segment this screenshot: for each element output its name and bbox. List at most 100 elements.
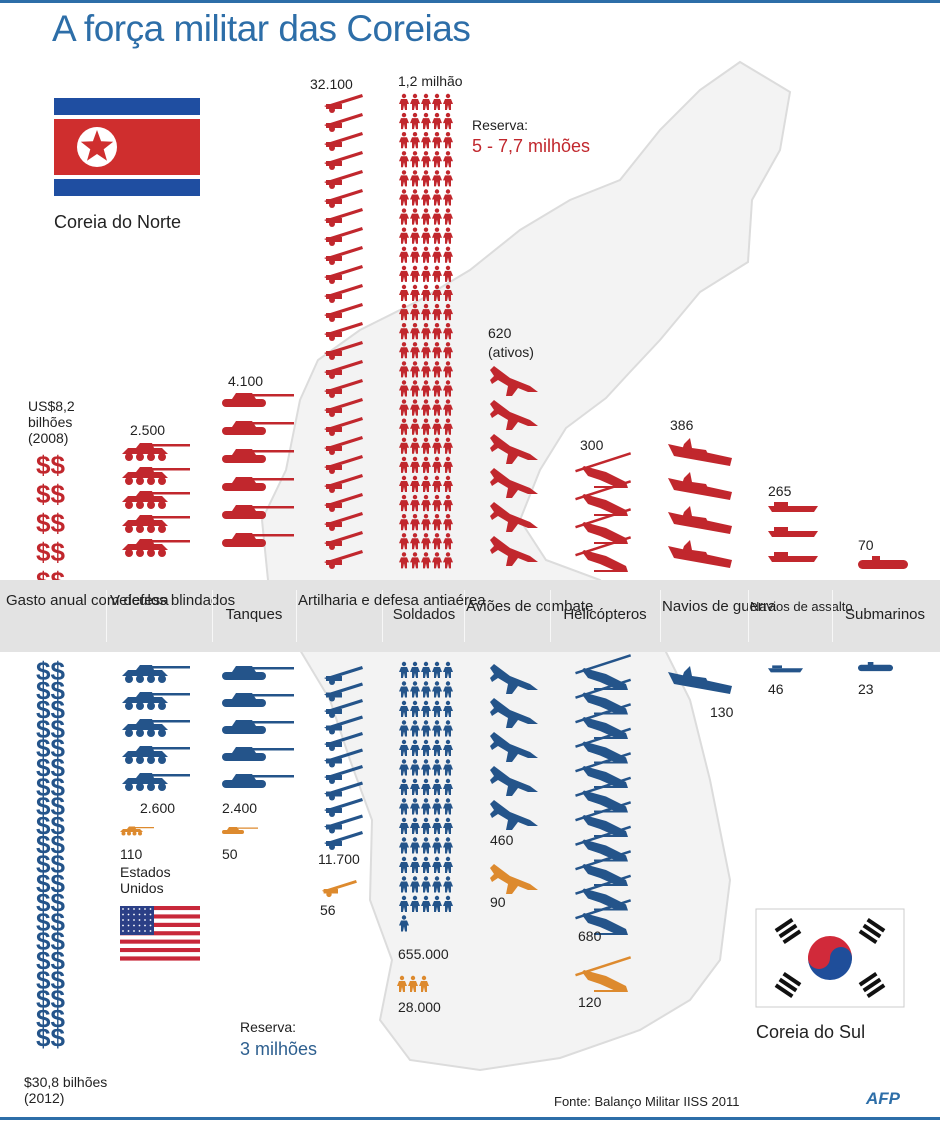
north-soldiers-value: 1,2 milhão xyxy=(398,73,463,89)
divider xyxy=(464,590,465,642)
north-soldier-icon xyxy=(432,533,442,550)
south-soldier-icon xyxy=(410,817,420,834)
south-helicopters-value: 680 xyxy=(578,928,602,944)
us-soldier-icon xyxy=(408,975,418,992)
north-soldier-icon xyxy=(399,284,409,301)
south-artillery-value: 11.700 xyxy=(318,851,360,867)
north-soldier-icon xyxy=(399,151,409,168)
north-soldier-icon xyxy=(443,361,453,378)
north-artillery-icon xyxy=(324,151,363,170)
north-soldier-icon xyxy=(410,208,420,225)
north-soldier-icon xyxy=(410,380,420,397)
north-artillery-icon xyxy=(324,208,363,227)
north-soldier-icon xyxy=(421,189,431,206)
south-tank-icon xyxy=(222,693,294,707)
north-soldier-icon xyxy=(443,246,453,263)
south-dollar-icon: $$ xyxy=(36,772,65,802)
south-soldier-icon xyxy=(421,661,431,678)
south-dollar-icon: $$ xyxy=(36,675,65,705)
north-soldier-icon xyxy=(443,437,453,454)
north-warships-value: 386 xyxy=(670,417,694,433)
south-tanks-value: 2.400 xyxy=(222,800,258,816)
north-artillery-icon xyxy=(324,227,363,246)
north-soldier-icon xyxy=(421,380,431,397)
divider xyxy=(550,590,551,642)
south-soldier-icon xyxy=(421,700,431,717)
south-assault-value: 46 xyxy=(768,681,784,697)
north-soldier-icon xyxy=(421,323,431,340)
south-warships-value: 130 xyxy=(710,704,734,720)
map-outline xyxy=(260,60,792,1072)
north-soldier-icon xyxy=(399,265,409,282)
north-helicopter-icon xyxy=(575,536,632,572)
north-soldier-icon xyxy=(432,132,442,149)
north-assault-icon xyxy=(768,502,818,512)
south-tank-icon xyxy=(222,720,294,734)
south-soldier-icon xyxy=(432,700,442,717)
north-tank-icon xyxy=(222,449,294,463)
north-soldier-icon xyxy=(443,284,453,301)
north-soldier-icon xyxy=(432,514,442,531)
north-artillery-icon xyxy=(324,265,363,284)
south-soldier-icon xyxy=(410,720,420,737)
north-warship-icon xyxy=(668,540,732,568)
north-soldier-icon xyxy=(399,514,409,531)
us-soldier-icon xyxy=(419,975,429,992)
south-dollar-icon: $$ xyxy=(36,714,65,744)
label-artillery: Artilharia e defesa antiaérea xyxy=(298,592,486,609)
north-tank-icon xyxy=(222,477,294,491)
label-soldiers: Soldados xyxy=(392,606,456,623)
north-artillery-icon xyxy=(324,113,363,132)
south-submarine-icon xyxy=(858,662,893,672)
south-soldier-icon xyxy=(432,817,442,834)
label-aircraft: Aviões de combate xyxy=(466,598,594,615)
south-dollar-icon: $$ xyxy=(36,1003,65,1033)
north-soldier-icon xyxy=(443,112,453,130)
us-armored-icon xyxy=(120,826,154,836)
north-dollar-icon: $$ xyxy=(36,508,65,538)
north-soldier-icon xyxy=(443,342,453,359)
south-dollar-icon: $$ xyxy=(36,888,65,918)
north-soldier-icon xyxy=(443,514,453,531)
south-dollar-icon: $$ xyxy=(36,907,65,937)
north-artillery-icon xyxy=(324,550,363,569)
north-soldier-icon xyxy=(421,533,431,550)
south-soldiers-value: 655.000 xyxy=(398,946,449,962)
north-soldier-icon xyxy=(432,494,442,512)
south-aircraft-icon xyxy=(490,732,538,762)
south-soldier-icon xyxy=(443,759,453,776)
north-submarine-icon xyxy=(858,556,908,569)
north-armored-value: 2.500 xyxy=(130,422,166,438)
north-soldier-icon xyxy=(410,437,420,454)
north-soldier-icon xyxy=(410,246,420,263)
north-artillery-icon xyxy=(324,398,363,417)
bottom-rule xyxy=(0,1117,940,1120)
north-artillery-icon xyxy=(324,512,363,531)
north-soldier-icon xyxy=(410,170,420,187)
south-artillery-icon xyxy=(324,715,363,735)
north-artillery-icon xyxy=(324,455,363,474)
south-artillery-icon xyxy=(324,748,363,768)
north-reserve-value: 5 - 7,7 milhões xyxy=(472,136,591,156)
south-soldier-icon xyxy=(432,876,442,893)
north-warship-icon xyxy=(668,438,732,466)
north-armored-icon xyxy=(122,491,190,509)
north-dollar-icon: $$ xyxy=(36,479,65,509)
south-dollar-icon: $$ xyxy=(36,926,65,956)
south-aircraft-icon xyxy=(490,664,538,694)
south-tank-icon xyxy=(222,747,294,761)
north-soldier-icon xyxy=(443,323,453,340)
north-country-label: Coreia do Norte xyxy=(54,212,182,232)
south-soldier-icon xyxy=(410,798,420,815)
north-soldier-icon xyxy=(410,265,420,282)
north-soldier-icon xyxy=(399,475,409,492)
north-artillery-icon xyxy=(324,379,363,398)
us-label: Estados Unidos xyxy=(120,864,171,896)
north-soldier-icon xyxy=(399,132,409,149)
north-soldier-icon xyxy=(421,284,431,301)
south-soldier-icon xyxy=(421,720,431,737)
label-spending: Gasto anual com defesa xyxy=(6,592,169,609)
south-soldier-icon xyxy=(410,661,420,678)
south-armored-icon xyxy=(122,692,190,710)
